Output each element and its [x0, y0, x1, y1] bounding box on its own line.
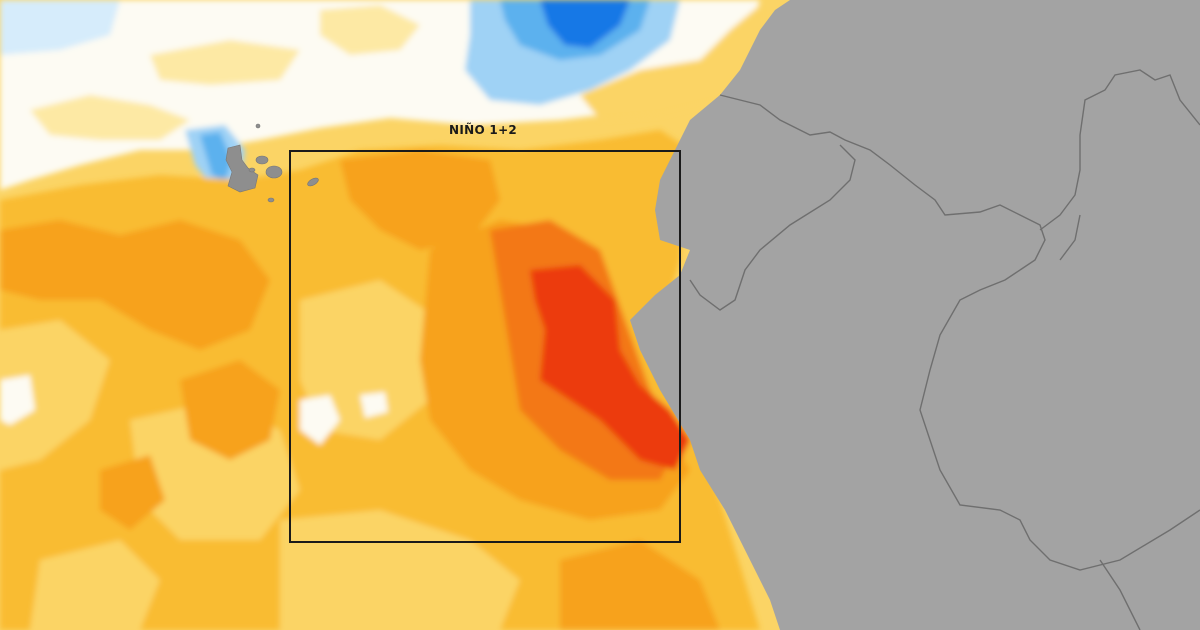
land-mass — [630, 0, 1200, 630]
nino-1-2-region-label: NIÑO 1+2 — [449, 123, 518, 137]
galapagos-islands — [225, 123, 319, 203]
nino-1-2-region-box — [289, 150, 681, 543]
sst-anomaly-field — [0, 0, 760, 630]
country-borders — [689, 69, 1200, 630]
